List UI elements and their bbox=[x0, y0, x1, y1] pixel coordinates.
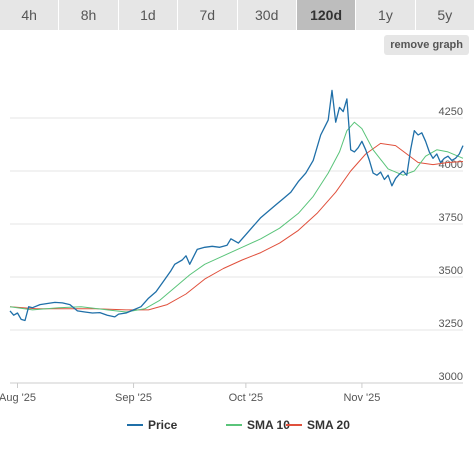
y-tick-label: 3750 bbox=[439, 212, 463, 224]
tab-1d[interactable]: 1d bbox=[118, 0, 179, 30]
y-tick-label: 3500 bbox=[439, 265, 463, 277]
y-tick-label: 3250 bbox=[439, 318, 463, 330]
tab-30d[interactable]: 30d bbox=[237, 0, 297, 30]
x-tick-label: Aug '25 bbox=[0, 392, 36, 404]
tab-7d[interactable]: 7d bbox=[178, 0, 238, 30]
x-tick-label: Sep '25 bbox=[115, 392, 152, 404]
chart-grid bbox=[10, 117, 463, 384]
tab-8h[interactable]: 8h bbox=[59, 0, 119, 30]
legend-label: Price bbox=[148, 418, 178, 432]
tab-120d[interactable]: 120d bbox=[296, 0, 357, 30]
chart-series bbox=[9, 89, 464, 322]
legend-label: SMA 10 bbox=[247, 418, 290, 432]
x-tick-label: Nov '25 bbox=[343, 392, 380, 404]
time-range-tabs: 4h 8h 1d 7d 30d 120d 1y 5y bbox=[0, 0, 474, 30]
legend-label: SMA 20 bbox=[307, 418, 350, 432]
chart-legend: Price SMA 10 SMA 20 bbox=[127, 418, 350, 432]
series-line-price bbox=[9, 89, 464, 322]
y-tick-label: 3000 bbox=[439, 371, 463, 383]
tab-5y[interactable]: 5y bbox=[415, 0, 474, 30]
y-tick-label: 4250 bbox=[439, 106, 463, 118]
tab-4h[interactable]: 4h bbox=[0, 0, 60, 30]
x-tick-label: Oct '25 bbox=[229, 392, 264, 404]
remove-graph-button[interactable]: remove graph bbox=[384, 35, 469, 55]
series-line-sma-10 bbox=[9, 121, 464, 313]
tab-1y[interactable]: 1y bbox=[356, 0, 416, 30]
series-line-sma-20 bbox=[9, 142, 464, 311]
x-axis-ticks: Aug '25 Sep '25 Oct '25 Nov '25 bbox=[0, 383, 380, 404]
